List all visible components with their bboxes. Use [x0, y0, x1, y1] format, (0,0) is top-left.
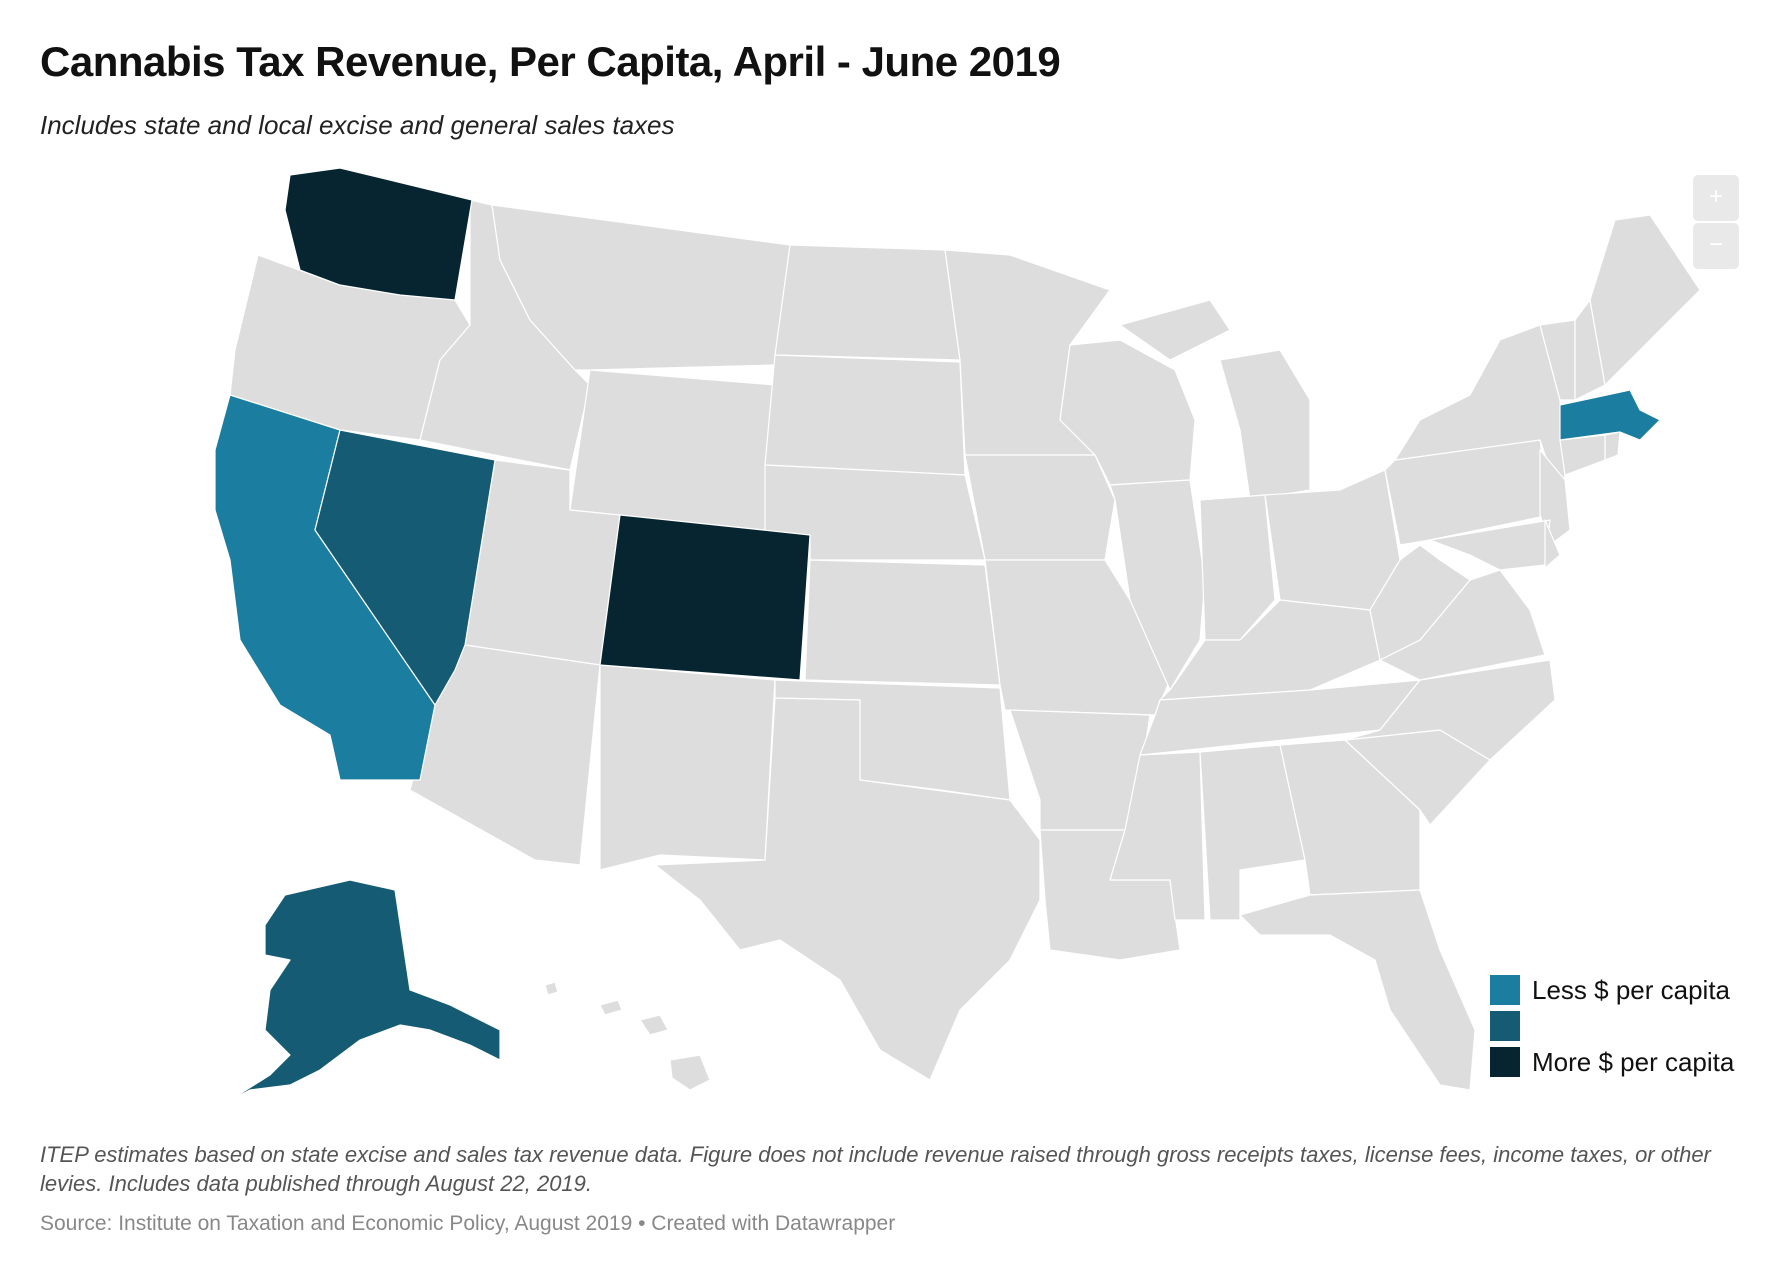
- state-md[interactable]: [1429, 519, 1551, 571]
- state-ak[interactable]: [229, 879, 501, 1101]
- chart-title: Cannabis Tax Revenue, Per Capita, April …: [40, 38, 1061, 85]
- legend-label-high: More $ per capita: [1532, 1046, 1735, 1077]
- state-fl[interactable]: [1239, 889, 1476, 1091]
- legend-swatch-mid: [1490, 1011, 1520, 1041]
- state-nm[interactable]: [599, 664, 776, 871]
- legend-swatch-low: [1490, 975, 1520, 1005]
- state-nc[interactable]: [1344, 659, 1556, 761]
- state-nd[interactable]: [774, 244, 961, 361]
- state-ms[interactable]: [1109, 751, 1206, 921]
- state-mi[interactable]: [1119, 299, 1311, 501]
- state-wv[interactable]: [1369, 544, 1471, 661]
- legend-item-low: Less $ per capita: [1490, 972, 1734, 1008]
- state-in[interactable]: [1199, 494, 1276, 641]
- footnote: ITEP estimates based on state excise and…: [40, 1142, 1711, 1196]
- zoom-out-button[interactable]: −: [1693, 223, 1739, 269]
- legend-item-high: More $ per capita: [1490, 1044, 1734, 1080]
- legend-item-mid: [1490, 1008, 1734, 1044]
- legend-label-low: Less $ per capita: [1532, 974, 1731, 1005]
- zoom-in-button[interactable]: +: [1693, 175, 1739, 221]
- state-nv[interactable]: [314, 429, 496, 706]
- state-me[interactable]: [1589, 214, 1701, 386]
- state-tx[interactable]: [654, 697, 1041, 1081]
- state-wa[interactable]: [284, 167, 473, 301]
- state-ia[interactable]: [964, 454, 1116, 561]
- state-hi[interactable]: [544, 981, 711, 1091]
- chart-subtitle: Includes state and local excise and gene…: [40, 110, 675, 140]
- state-sd[interactable]: [764, 354, 966, 476]
- state-de[interactable]: [1544, 519, 1561, 569]
- state-ks[interactable]: [804, 559, 1001, 686]
- state-ma[interactable]: [1559, 389, 1661, 441]
- legend: Less $ per capita More $ per capita: [1490, 972, 1734, 1080]
- state-co[interactable]: [599, 514, 811, 681]
- state-ri[interactable]: [1604, 431, 1621, 461]
- state-wy[interactable]: [569, 369, 776, 531]
- state-ct[interactable]: [1559, 434, 1606, 476]
- source-credit: Source: Institute on Taxation and Econom…: [40, 1212, 896, 1235]
- state-il[interactable]: [1109, 479, 1206, 691]
- legend-swatch-high: [1490, 1047, 1520, 1077]
